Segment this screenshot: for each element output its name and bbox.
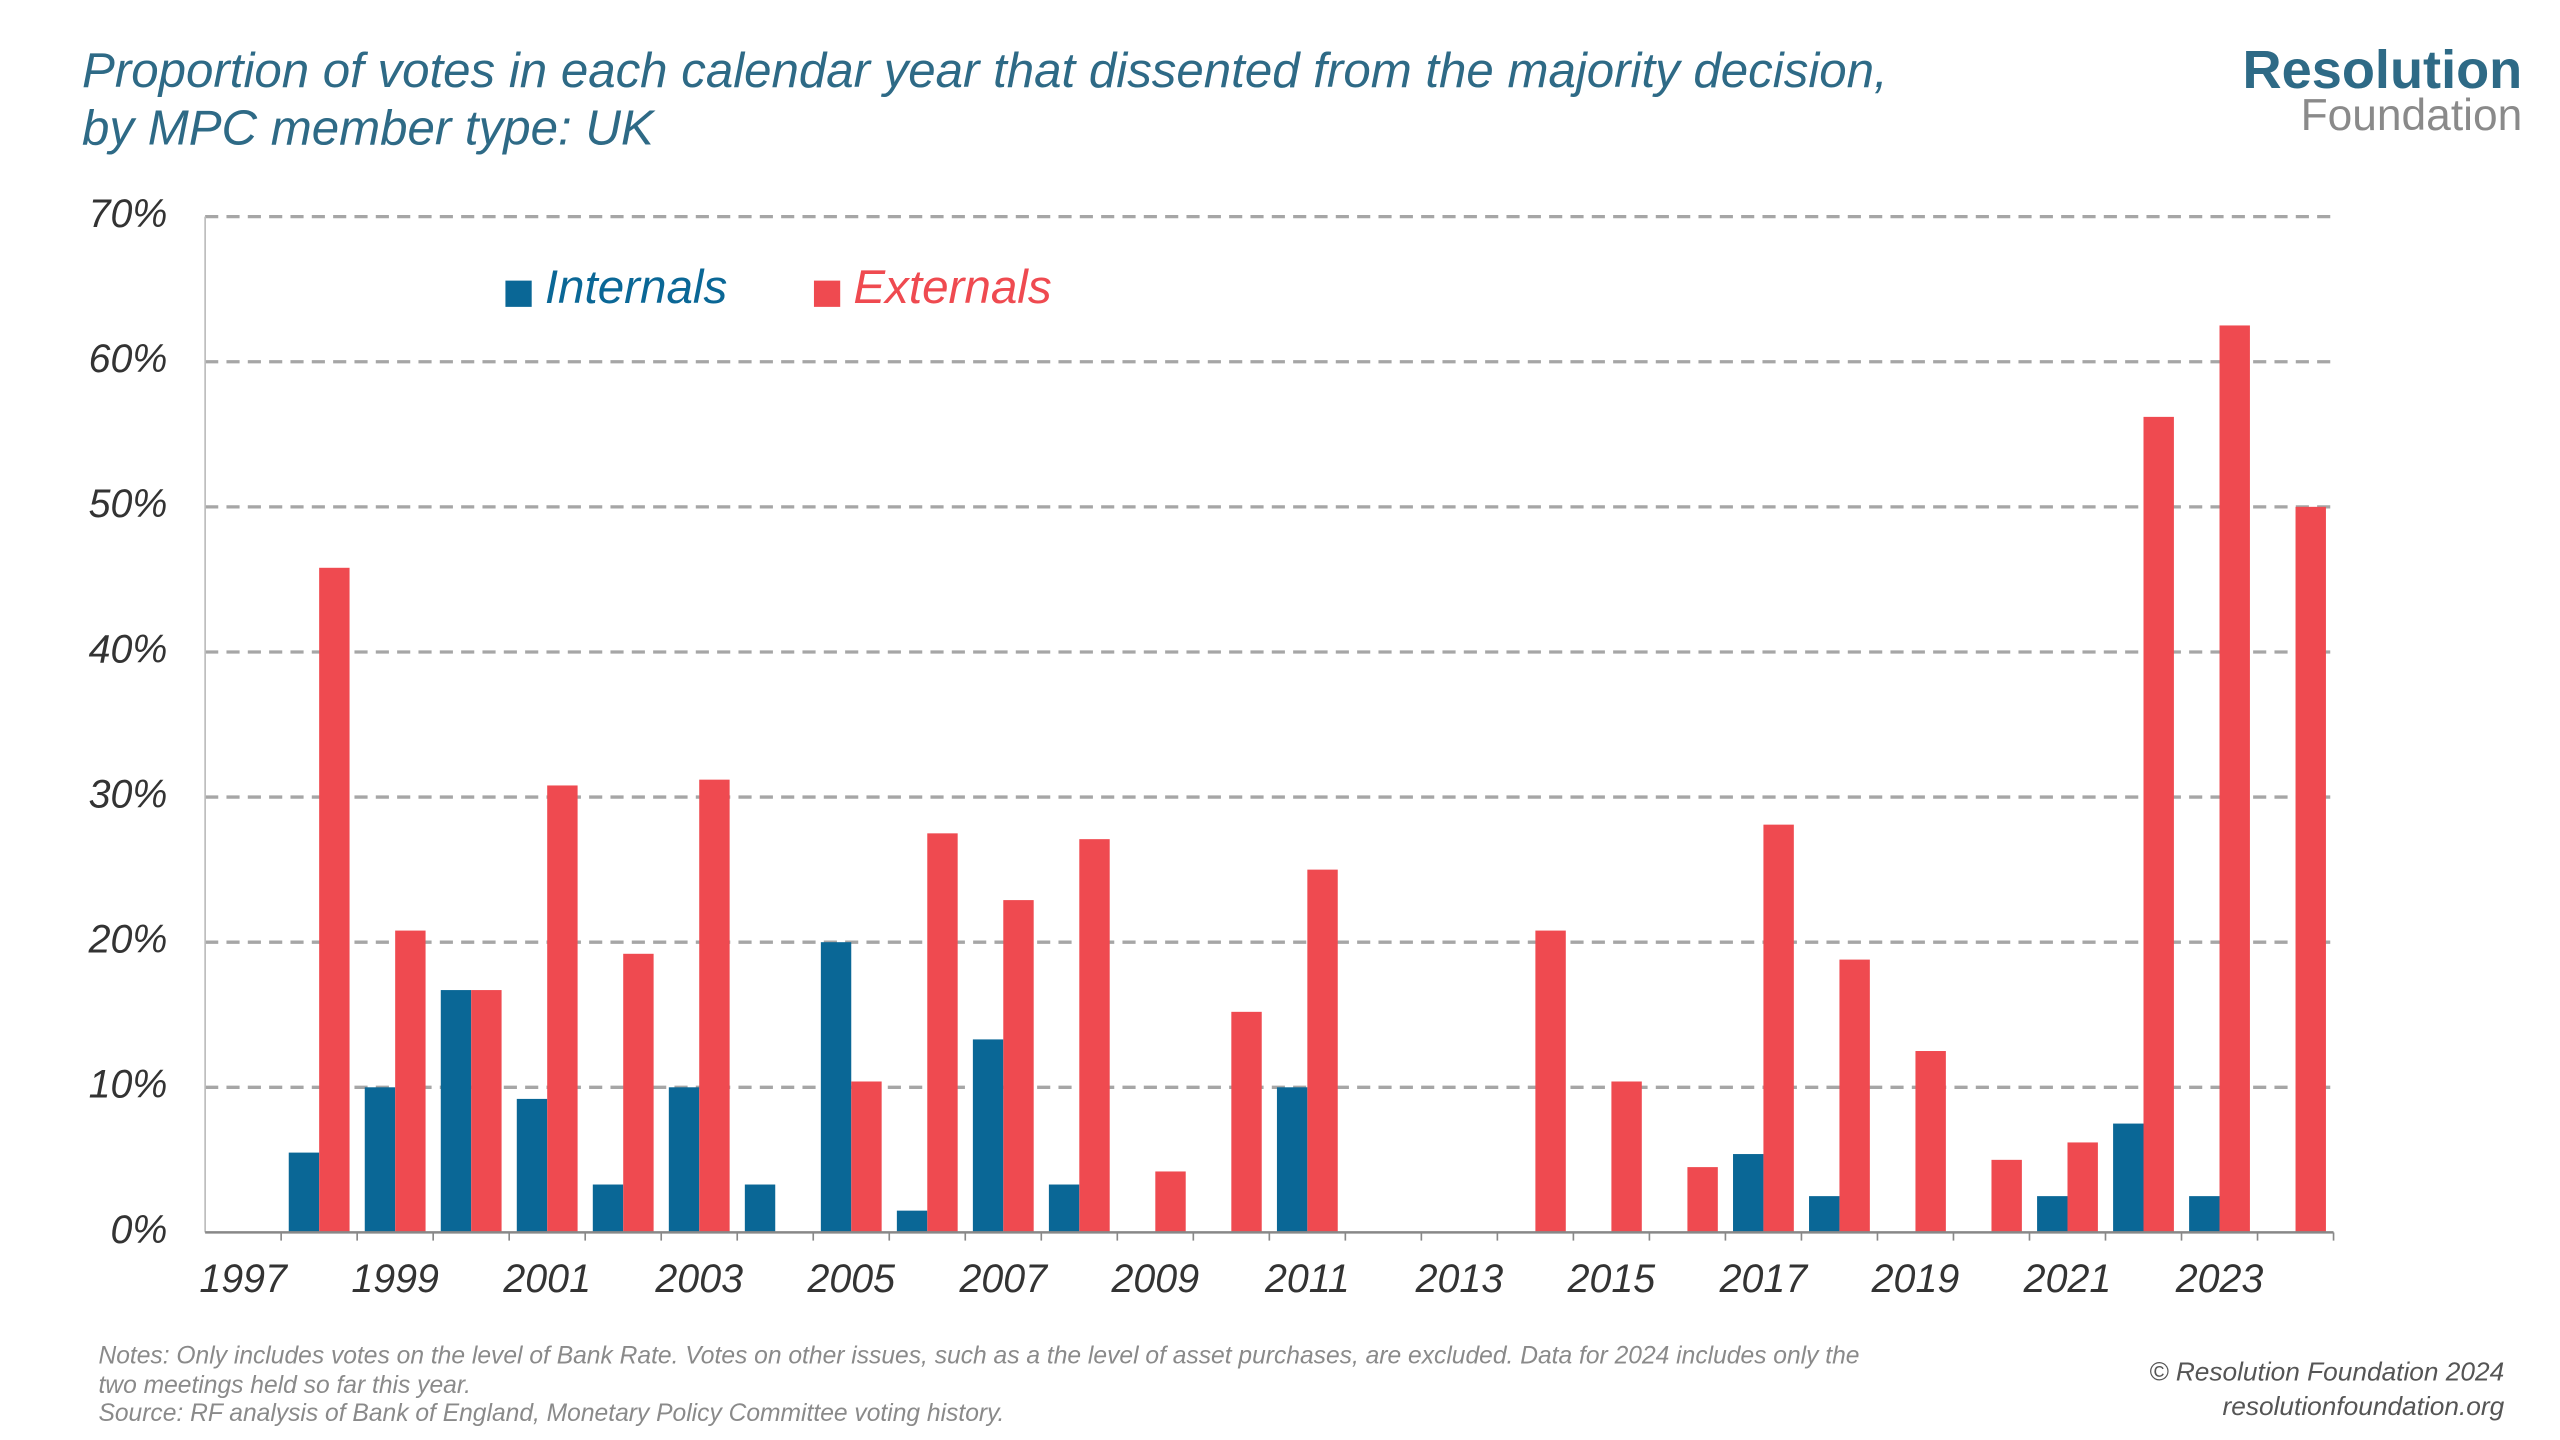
x-tick-label: 1999 (351, 1257, 439, 1301)
bar (851, 1081, 882, 1233)
x-tick-label: 2007 (958, 1257, 1049, 1301)
x-tick-label: 2015 (1567, 1257, 1656, 1301)
credit: © Resolution Foundation 2024 (2149, 1356, 2504, 1386)
bar (1307, 869, 1338, 1233)
logo: Foundation (2301, 91, 2523, 140)
notes: two meetings held so far this year. (98, 1372, 471, 1399)
bar (440, 990, 472, 1233)
legend-label: Internals (545, 261, 727, 314)
bar (2219, 325, 2250, 1233)
bar (1763, 824, 1794, 1233)
bar (516, 1098, 548, 1233)
y-tick-label: 10% (89, 1063, 168, 1107)
legend-swatch (813, 280, 841, 307)
bar (2189, 1196, 2220, 1233)
bar (1231, 1011, 1262, 1233)
bar (288, 1152, 320, 1233)
bar (623, 953, 654, 1233)
y-tick-label: 40% (89, 627, 168, 671)
x-tick-label: 2013 (1415, 1257, 1504, 1301)
bar (1991, 1159, 2022, 1233)
y-tick-label: 50% (89, 482, 168, 526)
bar (395, 930, 426, 1233)
bar (820, 942, 852, 1233)
x-tick-label: 2017 (1719, 1257, 1810, 1301)
bar (668, 1087, 700, 1233)
bar (2113, 1123, 2144, 1233)
bar (1915, 1051, 1946, 1233)
bar (2037, 1196, 2068, 1233)
y-tick-label: 70% (89, 192, 168, 236)
credit: resolutionfoundation.org (2223, 1391, 2505, 1421)
x-tick-label: 2021 (2023, 1257, 2112, 1301)
chart-title: Proportion of votes in each calendar yea… (82, 43, 1888, 98)
legend-label: Externals (853, 261, 1051, 314)
bar (1733, 1154, 1764, 1233)
x-tick-label: 2001 (502, 1257, 591, 1301)
y-tick-label: 60% (89, 337, 168, 381)
bar (1048, 1184, 1080, 1233)
legend-swatch (505, 280, 532, 307)
logo: Resolution (2243, 40, 2523, 100)
x-tick-label: 2011 (1264, 1257, 1350, 1301)
bar (744, 1184, 776, 1233)
y-tick-label: 0% (110, 1208, 167, 1252)
bar (1687, 1167, 1718, 1233)
bar (2067, 1142, 2098, 1233)
bar (972, 1039, 1004, 1233)
source: Source: RF analysis of Bank of England, … (98, 1400, 1004, 1427)
x-tick-label: 2023 (2175, 1257, 2264, 1301)
x-tick-label: 2019 (1871, 1257, 1960, 1301)
bar (699, 779, 730, 1233)
bar (927, 833, 958, 1233)
bar (2295, 506, 2326, 1233)
bar (896, 1210, 928, 1233)
bar (319, 567, 350, 1233)
bar (1611, 1081, 1642, 1233)
x-tick-label: 1997 (199, 1257, 289, 1301)
x-tick-label: 2005 (806, 1257, 895, 1301)
bar (1276, 1087, 1308, 1233)
bar (1155, 1171, 1186, 1233)
bar (364, 1087, 396, 1233)
notes: Notes: Only includes votes on the level … (98, 1343, 1859, 1370)
bar (547, 785, 578, 1233)
chart-title: by MPC member type: UK (82, 100, 656, 155)
x-tick-label: 2009 (1111, 1257, 1200, 1301)
bar (1839, 959, 1870, 1233)
bar (1809, 1196, 1840, 1233)
bar (1535, 930, 1566, 1233)
bar (1003, 900, 1034, 1233)
y-tick-label: 20% (88, 918, 168, 962)
bar (592, 1184, 624, 1233)
bar (2143, 416, 2174, 1233)
x-tick-label: 2003 (654, 1257, 743, 1301)
y-tick-label: 30% (89, 772, 168, 816)
bar (1079, 839, 1110, 1233)
bar (471, 990, 502, 1233)
